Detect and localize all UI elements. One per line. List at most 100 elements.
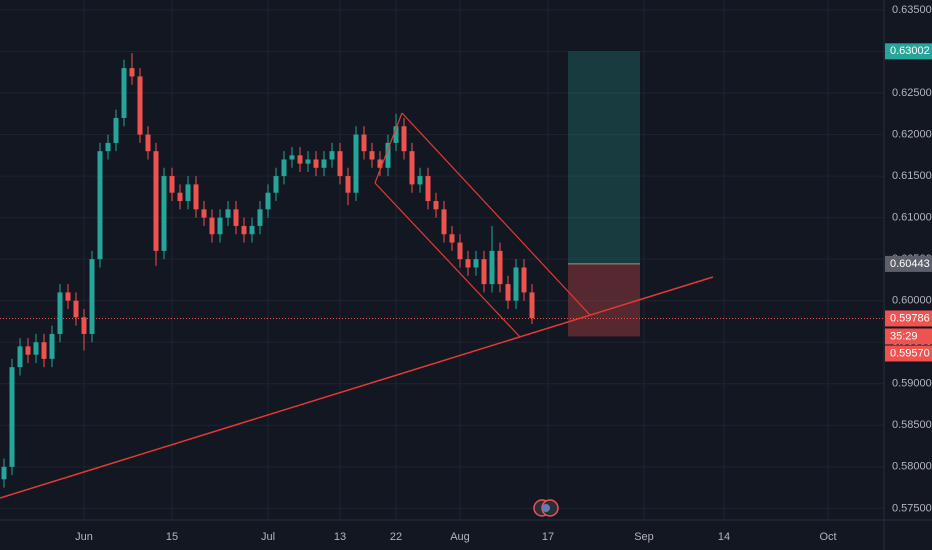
- candle-body: [97, 151, 103, 260]
- trend-line: [0, 276, 714, 499]
- x-tick-label: Sep: [634, 531, 654, 543]
- candle-body: [209, 217, 215, 235]
- candle-body: [25, 346, 31, 355]
- candle-body: [81, 317, 87, 334]
- event-markers: [533, 499, 559, 517]
- candle-body: [457, 242, 463, 260]
- candle-body: [449, 234, 455, 243]
- last-price-label: 0.59786: [890, 312, 930, 324]
- y-tick-label: 0.58000: [892, 461, 932, 473]
- candle-body: [89, 259, 95, 334]
- channel-edge: [374, 112, 403, 184]
- candle-body: [393, 126, 399, 143]
- candle-body: [417, 176, 423, 185]
- candle-body: [249, 225, 255, 235]
- candle-body: [1, 466, 7, 480]
- candle-body: [33, 342, 39, 355]
- x-tick-label: 17: [542, 531, 554, 543]
- channel-upper: [401, 112, 591, 316]
- candle-body: [513, 267, 519, 301]
- candle-body: [329, 151, 335, 160]
- candle-body: [409, 151, 415, 185]
- candle-body: [441, 209, 447, 235]
- candle-body: [337, 151, 343, 177]
- candle-body: [529, 292, 535, 319]
- last-price-label-bg: [885, 310, 932, 327]
- candle-body: [49, 333, 55, 359]
- candle-body: [233, 209, 239, 226]
- candle-body: [473, 259, 479, 268]
- y-tick-label: 0.61000: [892, 212, 932, 224]
- y-tick-label: 0.58500: [892, 419, 932, 431]
- candle-body: [385, 142, 391, 168]
- candle-body: [497, 250, 503, 285]
- entry-label-bg: [885, 255, 932, 272]
- y-tick-label: 0.59000: [892, 378, 932, 390]
- candle-body: [521, 267, 527, 293]
- candle-body: [41, 342, 47, 359]
- y-tick-label: 0.57500: [892, 502, 932, 514]
- candle-body: [241, 225, 247, 235]
- candle-body: [353, 134, 359, 193]
- y-tick-label: 0.60000: [892, 295, 932, 307]
- candle-body: [433, 201, 439, 210]
- candle-body: [105, 142, 111, 152]
- candle-body: [121, 68, 127, 118]
- candle-body: [129, 68, 135, 77]
- y-tick-label: 0.62500: [892, 87, 932, 99]
- candle-body: [217, 217, 223, 235]
- y-tick-label: 0.63500: [892, 4, 932, 16]
- candle-body: [481, 259, 487, 285]
- x-tick-label: 15: [166, 531, 178, 543]
- countdown-label-bg: [885, 328, 932, 345]
- profit-zone: [568, 51, 640, 264]
- grid: [0, 0, 884, 520]
- candle-body: [9, 367, 15, 467]
- candle-body: [425, 176, 431, 202]
- candle-body: [281, 159, 287, 177]
- candle-body: [265, 192, 271, 210]
- candles: [1, 53, 535, 488]
- candle-body: [73, 300, 79, 318]
- candle-body: [273, 176, 279, 193]
- candle-body: [321, 159, 327, 168]
- candle-body: [361, 134, 367, 152]
- candle-body: [185, 184, 191, 202]
- candle-body: [169, 176, 175, 193]
- x-tick-label: 14: [718, 531, 730, 543]
- entry-label: 0.60443: [890, 258, 930, 270]
- candle-body: [313, 159, 319, 168]
- candle-body: [505, 284, 511, 301]
- x-tick-label: Oct: [819, 531, 836, 543]
- axes: 0.575000.580000.585000.590000.595000.600…: [75, 4, 932, 543]
- candle-body: [113, 117, 119, 143]
- candle-body: [161, 176, 167, 251]
- candle-body: [489, 250, 495, 285]
- candle-body: [145, 134, 151, 152]
- candle-body: [153, 151, 159, 251]
- candle-body: [289, 155, 295, 160]
- x-tick-label: Aug: [450, 531, 470, 543]
- target-label-bg: [885, 43, 932, 60]
- candle-body: [177, 192, 183, 202]
- channel-lower: [374, 182, 521, 338]
- stop-label: 0.59570: [890, 347, 930, 359]
- y-tick-label: 0.61500: [892, 170, 932, 182]
- candle-body: [17, 346, 23, 368]
- candle-body: [225, 209, 231, 218]
- y-tick-label: 0.62000: [892, 128, 932, 140]
- target-label: 0.63002: [890, 45, 930, 57]
- position-tool: [568, 51, 640, 337]
- candle-body: [57, 292, 63, 334]
- x-tick-label: Jun: [75, 531, 93, 543]
- candle-body: [297, 155, 303, 164]
- x-tick-label: 22: [390, 531, 402, 543]
- x-tick-label: 13: [334, 531, 346, 543]
- countdown-label: 35:29: [890, 330, 918, 342]
- candle-body: [377, 159, 383, 168]
- candle-body: [137, 76, 143, 135]
- loss-zone: [568, 263, 640, 337]
- candle-body: [65, 292, 71, 301]
- x-tick-label: Jul: [261, 531, 275, 543]
